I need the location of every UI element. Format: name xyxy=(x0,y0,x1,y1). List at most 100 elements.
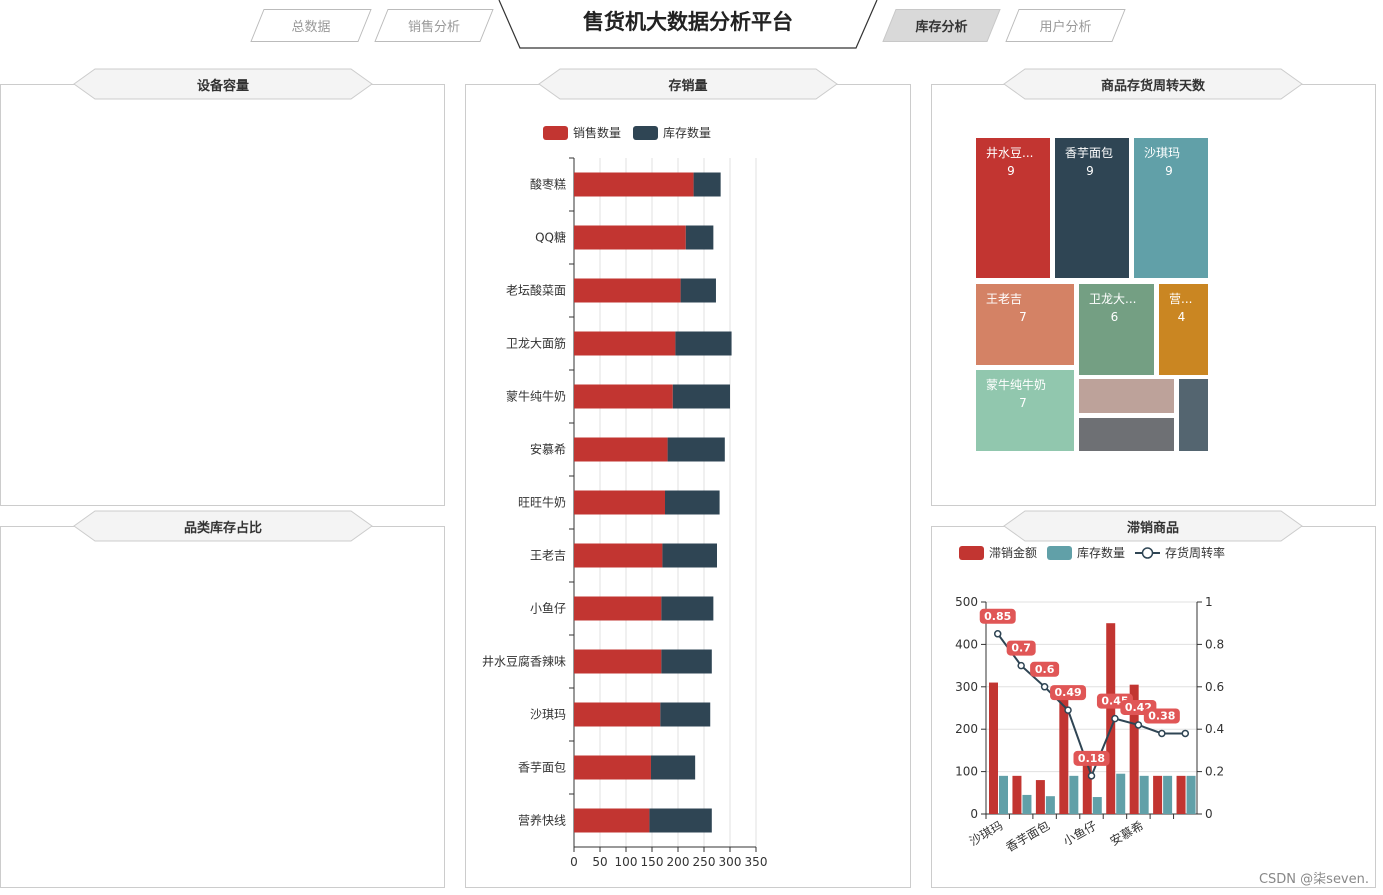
treemap-cell-name: 井水豆... xyxy=(986,146,1033,160)
data-label: 0.6 xyxy=(1035,663,1055,676)
treemap-cell xyxy=(1055,138,1129,278)
bar-slow-amount xyxy=(1129,684,1139,814)
page-title-frame: 售货机大数据分析平台 xyxy=(498,0,878,50)
treemap-cell-value: 9 xyxy=(1165,164,1173,178)
treemap-cell-name: 香芋面包 xyxy=(1065,146,1113,160)
bar-sales xyxy=(574,649,662,674)
x-tick-label: 150 xyxy=(641,855,664,869)
treemap-cell xyxy=(1179,379,1208,451)
y-left-tick-label: 500 xyxy=(955,595,978,609)
data-label: 0.38 xyxy=(1148,709,1175,722)
y-left-tick-label: 200 xyxy=(955,722,978,736)
capacity-panel-header: 设备容量 xyxy=(73,68,373,100)
bar-slow-amount xyxy=(1012,775,1022,814)
treemap-cell-value: 4 xyxy=(1178,310,1186,324)
data-label: 0.7 xyxy=(1011,642,1030,655)
y-tick-label: 营养快线 xyxy=(518,813,566,828)
legend-label-1: 库存数量 xyxy=(663,125,711,140)
bar-stock xyxy=(1022,794,1032,814)
x-tick-label: 250 xyxy=(693,855,716,869)
bar-stock xyxy=(661,596,714,621)
bar-stock xyxy=(675,331,732,356)
bar-stock xyxy=(1163,775,1173,814)
bar-slow-amount xyxy=(1176,775,1186,814)
bar-sales xyxy=(574,808,650,833)
tab-user-analysis-label: 用户分析 xyxy=(1039,20,1092,35)
bar-stock xyxy=(1116,773,1126,814)
y-right-tick-label: 0 xyxy=(1205,807,1213,821)
point-turnover xyxy=(1040,683,1049,691)
bar-sales xyxy=(574,278,681,303)
treemap-cell-name: 卫龙大... xyxy=(1089,292,1136,306)
legend-label-stock: 库存数量 xyxy=(1077,545,1125,560)
bar-slow-amount xyxy=(1082,758,1092,814)
bar-sales xyxy=(574,331,676,356)
y-tick-label: 小鱼仔 xyxy=(530,602,566,616)
tab-inventory-analysis-label: 库存分析 xyxy=(915,20,968,35)
y-left-tick-label: 0 xyxy=(970,807,978,821)
x-tick-label: 香芋面包 xyxy=(1004,818,1053,854)
legend-swatch-slow-amount xyxy=(959,546,984,560)
treemap-cell-name: 沙琪玛 xyxy=(1144,146,1180,160)
slow-moving-panel: 滞销金额 库存数量 存货周转率 0 100 200 300 400 500 0 0.2 0.4 0.6 0… xyxy=(931,526,1376,888)
category-panel xyxy=(0,526,445,888)
tab-total-data-label: 总数据 xyxy=(291,20,331,35)
data-label-bg xyxy=(1143,708,1180,724)
y-tick-label: 王老吉 xyxy=(530,549,566,563)
y-left-tick-label: 400 xyxy=(955,637,978,651)
watermark: CSDN @柒seven. xyxy=(1258,872,1369,887)
tab-sales-analysis-label: 销售分析 xyxy=(407,20,460,35)
legend-swatch-0 xyxy=(543,126,568,140)
x-tick-label: 小鱼仔 xyxy=(1061,818,1099,848)
treemap-cell-value: 9 xyxy=(1086,164,1094,178)
bar-slow-amount xyxy=(1106,623,1116,814)
y-tick-label: 老坛酸菜面 xyxy=(506,283,566,298)
stock-sales-panel-title: 存销量 xyxy=(668,79,708,94)
bar-sales xyxy=(574,755,651,780)
tab-user-analysis[interactable]: 用户分析 xyxy=(1012,9,1119,42)
bar-stock xyxy=(672,384,730,409)
point-turnover xyxy=(1064,706,1072,714)
bar-sales xyxy=(574,225,686,250)
bar-stock xyxy=(1069,775,1079,814)
treemap-cell-value: 6 xyxy=(1111,310,1119,324)
bar-slow-amount xyxy=(1153,775,1163,814)
tab-total-data[interactable]: 总数据 xyxy=(257,9,365,42)
bar-stock xyxy=(1139,775,1149,814)
bar-stock xyxy=(1186,775,1196,814)
bar-stock xyxy=(685,225,714,250)
category-panel-header: 品类库存占比 xyxy=(73,510,373,542)
y-tick-label: QQ糖 xyxy=(535,230,566,245)
point-turnover xyxy=(1181,729,1190,738)
bar-sales xyxy=(574,702,661,727)
y-tick-label: 沙琪玛 xyxy=(530,708,566,722)
slow-moving-panel-header: 滞销商品 xyxy=(1003,510,1303,542)
treemap-cell xyxy=(1079,284,1154,375)
data-label-bg xyxy=(1006,640,1036,656)
bar-stock xyxy=(649,808,712,833)
data-label-bg xyxy=(1073,750,1110,766)
stock-sales-chart: 销售数量 库存数量 0 50 100 150 200 250 300 350 酸枣糕 QQ糖老坛酸菜面… xyxy=(482,125,767,869)
capacity-panel-title: 设备容量 xyxy=(196,79,249,94)
capacity-panel xyxy=(0,84,445,506)
treemap-cell xyxy=(976,284,1074,365)
treemap-cell xyxy=(976,370,1074,451)
bar-stock xyxy=(1045,796,1055,814)
x-tick-label: 沙琪玛 xyxy=(967,818,1005,848)
bar-stock xyxy=(693,172,721,197)
data-label: 0.85 xyxy=(984,610,1011,623)
bar-stock xyxy=(999,775,1008,814)
treemap-cell xyxy=(1079,379,1174,413)
bar-sales xyxy=(574,437,668,462)
treemap-cell xyxy=(1159,284,1208,375)
bar-stock xyxy=(665,490,720,515)
point-turnover xyxy=(1017,661,1025,670)
bar-stock xyxy=(650,755,696,780)
data-label-bg xyxy=(979,608,1016,624)
legend-label-slow-amount: 滞销金额 xyxy=(989,545,1037,560)
tab-sales-analysis[interactable]: 销售分析 xyxy=(381,9,487,42)
treemap-cell-name: 蒙牛纯牛奶 xyxy=(986,377,1046,392)
data-label-bg xyxy=(1030,661,1060,677)
y-tick-label: 卫龙大面筋 xyxy=(506,336,566,351)
tab-inventory-analysis[interactable]: 库存分析 xyxy=(889,9,994,42)
